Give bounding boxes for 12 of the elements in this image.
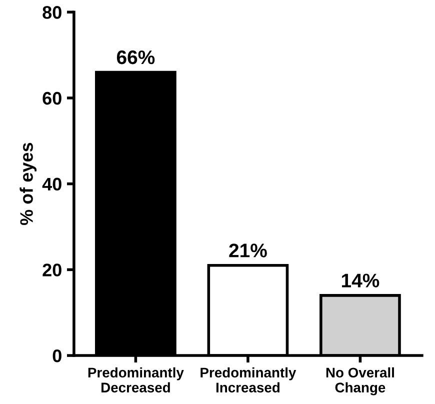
x-tick-label: Predominantly Increased bbox=[200, 367, 296, 392]
data-label: 14% bbox=[342, 274, 380, 288]
x-tick-label: Predominantly Decreased bbox=[88, 367, 184, 392]
data-label: 66% bbox=[116, 50, 155, 64]
y-axis-title: % of eyes bbox=[20, 142, 37, 226]
y-tick-label: 80 bbox=[42, 6, 62, 19]
data-label: 21% bbox=[229, 244, 267, 258]
y-tick-label: 20 bbox=[42, 264, 62, 276]
x-tick-label: No Overall Change bbox=[326, 367, 394, 396]
y-tick-label: 40 bbox=[42, 178, 62, 191]
y-tick-label: 0 bbox=[52, 349, 62, 362]
y-tick-label: 60 bbox=[42, 92, 62, 105]
